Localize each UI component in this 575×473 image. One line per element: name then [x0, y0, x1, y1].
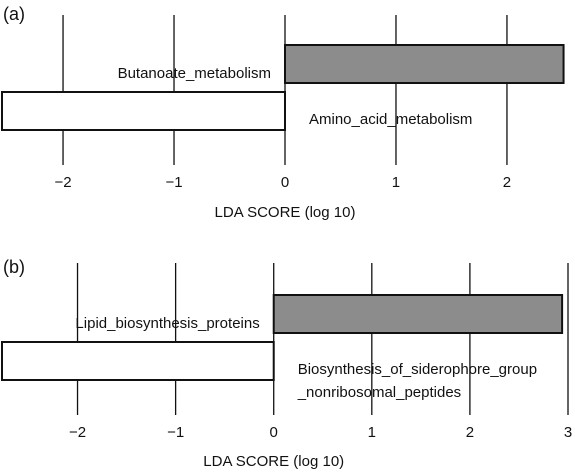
- x-tick-label: 2: [466, 424, 474, 441]
- x-tick-label: 3: [564, 424, 572, 441]
- bar: [1, 341, 275, 381]
- panel-label: (b): [3, 257, 25, 277]
- bar-label: Biosynthesis_of_siderophore_group: [298, 361, 537, 378]
- x-tick-label: 0: [270, 424, 278, 441]
- bar-label: Amino_acid_metabolism: [309, 111, 472, 128]
- x-tick-label: 0: [281, 174, 289, 191]
- bar: [284, 44, 565, 84]
- bar-label: _nonribosomal_peptides: [297, 384, 461, 401]
- x-tick-label: 1: [392, 174, 400, 191]
- x-axis-label: LDA SCORE (log 10): [215, 204, 356, 221]
- bar-label: Lipid_biosynthesis_proteins: [75, 315, 259, 332]
- x-tick-label: −2: [54, 174, 71, 191]
- x-tick-label: 2: [503, 174, 511, 191]
- bar: [1, 91, 286, 131]
- x-axis-label: LDA SCORE (log 10): [203, 453, 344, 470]
- x-tick-label: −1: [165, 174, 182, 191]
- x-tick-label: −2: [69, 424, 86, 441]
- bar: [272, 294, 564, 334]
- x-tick-label: 1: [368, 424, 376, 441]
- bar-label: Butanoate_metabolism: [118, 65, 271, 82]
- x-tick-label: −1: [167, 424, 184, 441]
- panel-label: (a): [3, 4, 25, 24]
